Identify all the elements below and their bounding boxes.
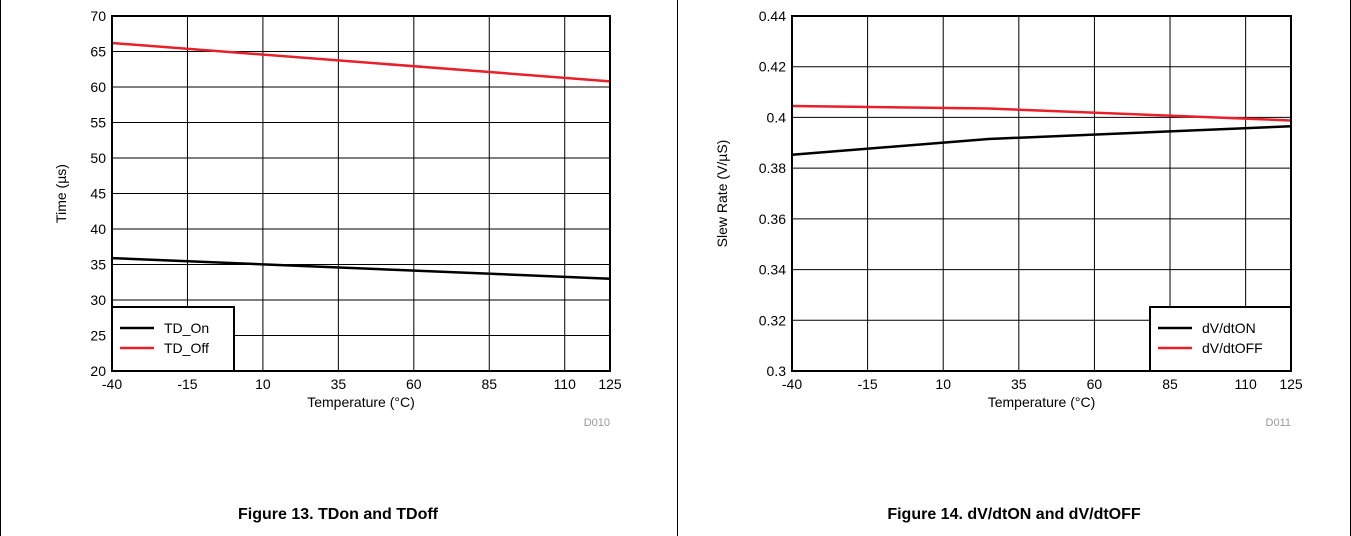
y-tick-label: 70 (90, 8, 106, 24)
x-tick-label: 10 (255, 376, 271, 392)
y-tick-label: 55 (90, 115, 106, 131)
series-line-td-on (112, 258, 610, 279)
figure-code: D010 (584, 417, 610, 429)
figure-13-caption: Figure 13. TDon and TDoff (0, 506, 676, 524)
legend-box (1150, 307, 1291, 371)
x-tick-label: 35 (1011, 376, 1027, 392)
x-axis-label: Temperature (°C) (307, 394, 415, 410)
legend-label: TD_Off (164, 340, 209, 356)
x-tick-label: -15 (177, 376, 197, 392)
y-tick-label: 60 (90, 79, 106, 95)
legend-label: dV/dtON (1202, 320, 1256, 336)
chart-tdon-tdoff: -40 -15 10 35 60 85 110 12520253035404550556065… (53, 8, 622, 429)
y-tick-label: 45 (90, 186, 106, 202)
x-tick-label: 60 (1087, 376, 1103, 392)
x-tick-label: 110 (554, 376, 577, 392)
y-tick-label: 0.32 (759, 312, 786, 328)
y-axis-label: Time (µs) (53, 164, 69, 223)
figure-14-caption: Figure 14. dV/dtON and dV/dtOFF (676, 506, 1351, 524)
x-tick-label: 85 (1162, 376, 1178, 392)
x-tick-label: 125 (1279, 376, 1303, 392)
x-tick-label: 110 (1234, 376, 1257, 392)
y-tick-label: 65 (90, 44, 106, 60)
y-tick-label: 0.44 (759, 8, 786, 24)
x-tick-label: 60 (406, 376, 422, 392)
y-tick-label: 0.4 (767, 109, 787, 125)
y-tick-label: 0.34 (759, 262, 786, 278)
x-tick-label: 85 (481, 376, 497, 392)
y-tick-label: 25 (90, 328, 106, 344)
series-line-td-off (112, 43, 610, 81)
y-tick-label: 0.36 (759, 211, 786, 227)
series-line-dv-dton (792, 126, 1291, 154)
y-tick-label: 20 (90, 363, 106, 379)
legend-label: dV/dtOFF (1202, 340, 1263, 356)
y-tick-label: 30 (90, 292, 106, 308)
x-axis-label: Temperature (°C) (988, 394, 1096, 410)
x-tick-label: 125 (598, 376, 622, 392)
y-tick-label: 0.3 (767, 363, 787, 379)
legend-box (112, 307, 234, 371)
y-axis-label: Slew Rate (V/µS) (714, 140, 730, 248)
chart-slew-rate: -40 -15 10 35 60 85 110 1250.30.320.340.360.380… (714, 8, 1303, 429)
y-tick-label: 50 (90, 150, 106, 166)
y-tick-label: 0.42 (759, 59, 786, 75)
legend-label: TD_On (164, 320, 209, 336)
y-tick-label: 40 (90, 221, 106, 237)
x-tick-label: 35 (331, 376, 347, 392)
x-tick-label: 10 (935, 376, 951, 392)
y-tick-label: 35 (90, 257, 106, 273)
figure-code: D011 (1266, 417, 1291, 429)
y-tick-label: 0.38 (759, 160, 786, 176)
x-tick-label: -15 (857, 376, 877, 392)
series-line-dv-dtoff (792, 106, 1291, 120)
